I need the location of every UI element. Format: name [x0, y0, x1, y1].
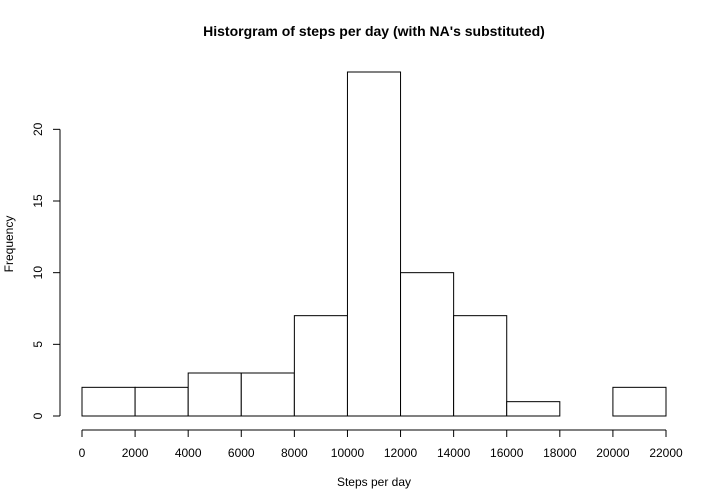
histogram-bar-6: [400, 272, 455, 417]
chart-title: Historgram of steps per day (with NA's s…: [203, 23, 545, 39]
histogram-bar-7: [453, 315, 508, 417]
x-tick-label-3: 6000: [228, 446, 255, 460]
y-axis: 0 5 10 15 20: [31, 122, 61, 419]
x-tick-label-7: 14000: [437, 446, 471, 460]
bars-group: [81, 71, 667, 417]
histogram-bar-8: [506, 401, 561, 417]
x-tick-label-0: 0: [79, 446, 86, 460]
x-tick-label-1: 2000: [122, 446, 149, 460]
x-tick-label-9: 18000: [543, 446, 577, 460]
x-tick-label-8: 16000: [490, 446, 524, 460]
histogram-bar-1: [134, 386, 189, 417]
histogram-bar-2: [187, 372, 242, 417]
x-axis: 0 2000 4000 6000 8000 10000 12000 14000 16000 180…: [79, 429, 683, 460]
histogram-bar-5: [346, 71, 402, 417]
x-tick-label-2: 4000: [175, 446, 202, 460]
y-tick-label-4: 20: [31, 122, 45, 136]
x-tick-label-10: 20000: [596, 446, 630, 460]
histogram-bar-10: [612, 386, 667, 417]
histogram-bar-3: [240, 372, 295, 417]
histogram-bar-0: [81, 386, 136, 417]
y-tick-label-3: 15: [31, 194, 45, 208]
y-tick-label-1: 5: [31, 341, 45, 348]
y-axis-label: Frequency: [2, 216, 16, 273]
x-tick-label-4: 8000: [281, 446, 308, 460]
x-tick-label-6: 12000: [384, 446, 418, 460]
y-tick-label-0: 0: [31, 412, 45, 419]
x-tick-label-11: 22000: [649, 446, 683, 460]
x-tick-label-5: 10000: [331, 446, 365, 460]
histogram-bar-4: [293, 315, 348, 417]
x-axis-label: Steps per day: [337, 475, 411, 489]
y-tick-label-2: 10: [31, 266, 45, 280]
